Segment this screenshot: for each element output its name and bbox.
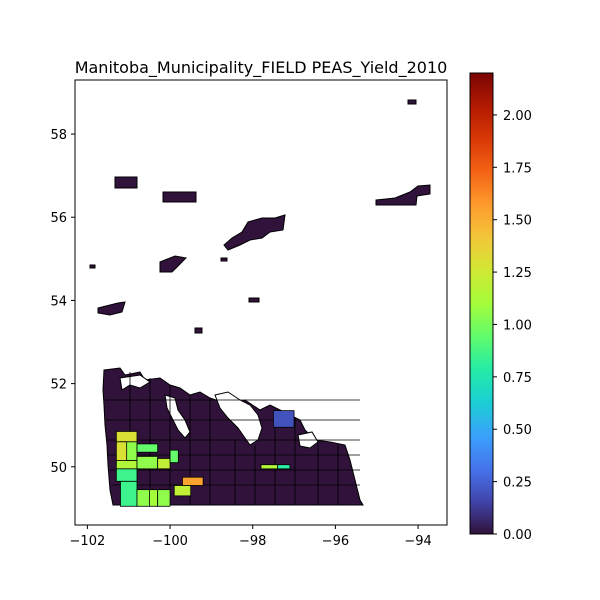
y-axis: 50 52 54 56 58 bbox=[50, 128, 75, 476]
lake-winnipegosis bbox=[119, 374, 151, 391]
map-title: Manitoba_Municipality_FIELD PEAS_Yield_2… bbox=[75, 58, 448, 78]
x-tick-label: −100 bbox=[152, 534, 188, 549]
y-tick-label: 52 bbox=[50, 378, 67, 393]
y-tick-label: 54 bbox=[50, 294, 67, 309]
x-tick-label: −94 bbox=[404, 534, 431, 549]
municipality-region bbox=[120, 480, 138, 507]
northern-municipalities bbox=[89, 99, 431, 334]
municipality-region bbox=[260, 464, 278, 470]
colorbar-tick-label: 0.50 bbox=[503, 423, 532, 438]
colorbar-tick-label: 1.75 bbox=[503, 161, 532, 176]
colorbar-tick-label: 1.50 bbox=[503, 214, 532, 229]
x-tick-label: −102 bbox=[70, 534, 106, 549]
colorbar-tick-label: 1.00 bbox=[503, 318, 532, 333]
x-tick-label: −96 bbox=[322, 534, 349, 549]
municipality-region bbox=[136, 443, 159, 453]
municipality-region bbox=[173, 485, 192, 497]
municipality-region bbox=[169, 449, 179, 464]
municipality-region bbox=[148, 489, 159, 507]
y-tick-label: 56 bbox=[50, 211, 67, 226]
municipality-region bbox=[277, 464, 291, 470]
colorbar-tick-label: 0.25 bbox=[503, 476, 532, 491]
highlighted-municipalities bbox=[115, 410, 295, 507]
municipality-region bbox=[136, 489, 150, 507]
lake-manitoba bbox=[164, 394, 191, 439]
colorbar-tick-label: 2.00 bbox=[503, 109, 532, 124]
municipality-region bbox=[157, 458, 171, 470]
y-tick-label: 50 bbox=[50, 461, 67, 476]
municipality-region bbox=[115, 431, 138, 443]
colorbar-tick-label: 0.75 bbox=[503, 371, 532, 386]
municipality-region bbox=[136, 455, 159, 470]
x-axis: −102 −100 −98 −96 −94 bbox=[70, 525, 432, 549]
colorbar-tick-label: 1.25 bbox=[503, 266, 532, 281]
municipality-map bbox=[89, 99, 431, 507]
municipality-region bbox=[115, 441, 128, 464]
colorbar bbox=[469, 72, 494, 535]
municipality-region bbox=[157, 489, 171, 507]
colorbar-tick-label: 0.00 bbox=[503, 528, 532, 543]
municipality-region bbox=[272, 410, 295, 428]
municipality-region bbox=[182, 476, 204, 486]
x-tick-label: −98 bbox=[239, 534, 266, 549]
y-tick-label: 58 bbox=[50, 128, 67, 143]
municipality-region bbox=[115, 460, 138, 470]
colorbar-ticks: 0.00 0.25 0.50 0.75 1.00 1.25 1.50 1.75 2.00 bbox=[493, 109, 532, 543]
municipality-region bbox=[115, 468, 138, 482]
